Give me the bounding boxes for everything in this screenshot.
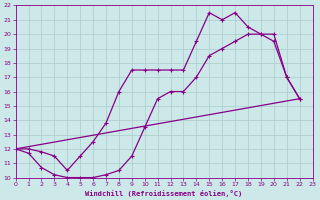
X-axis label: Windchill (Refroidissement éolien,°C): Windchill (Refroidissement éolien,°C)	[85, 190, 243, 197]
